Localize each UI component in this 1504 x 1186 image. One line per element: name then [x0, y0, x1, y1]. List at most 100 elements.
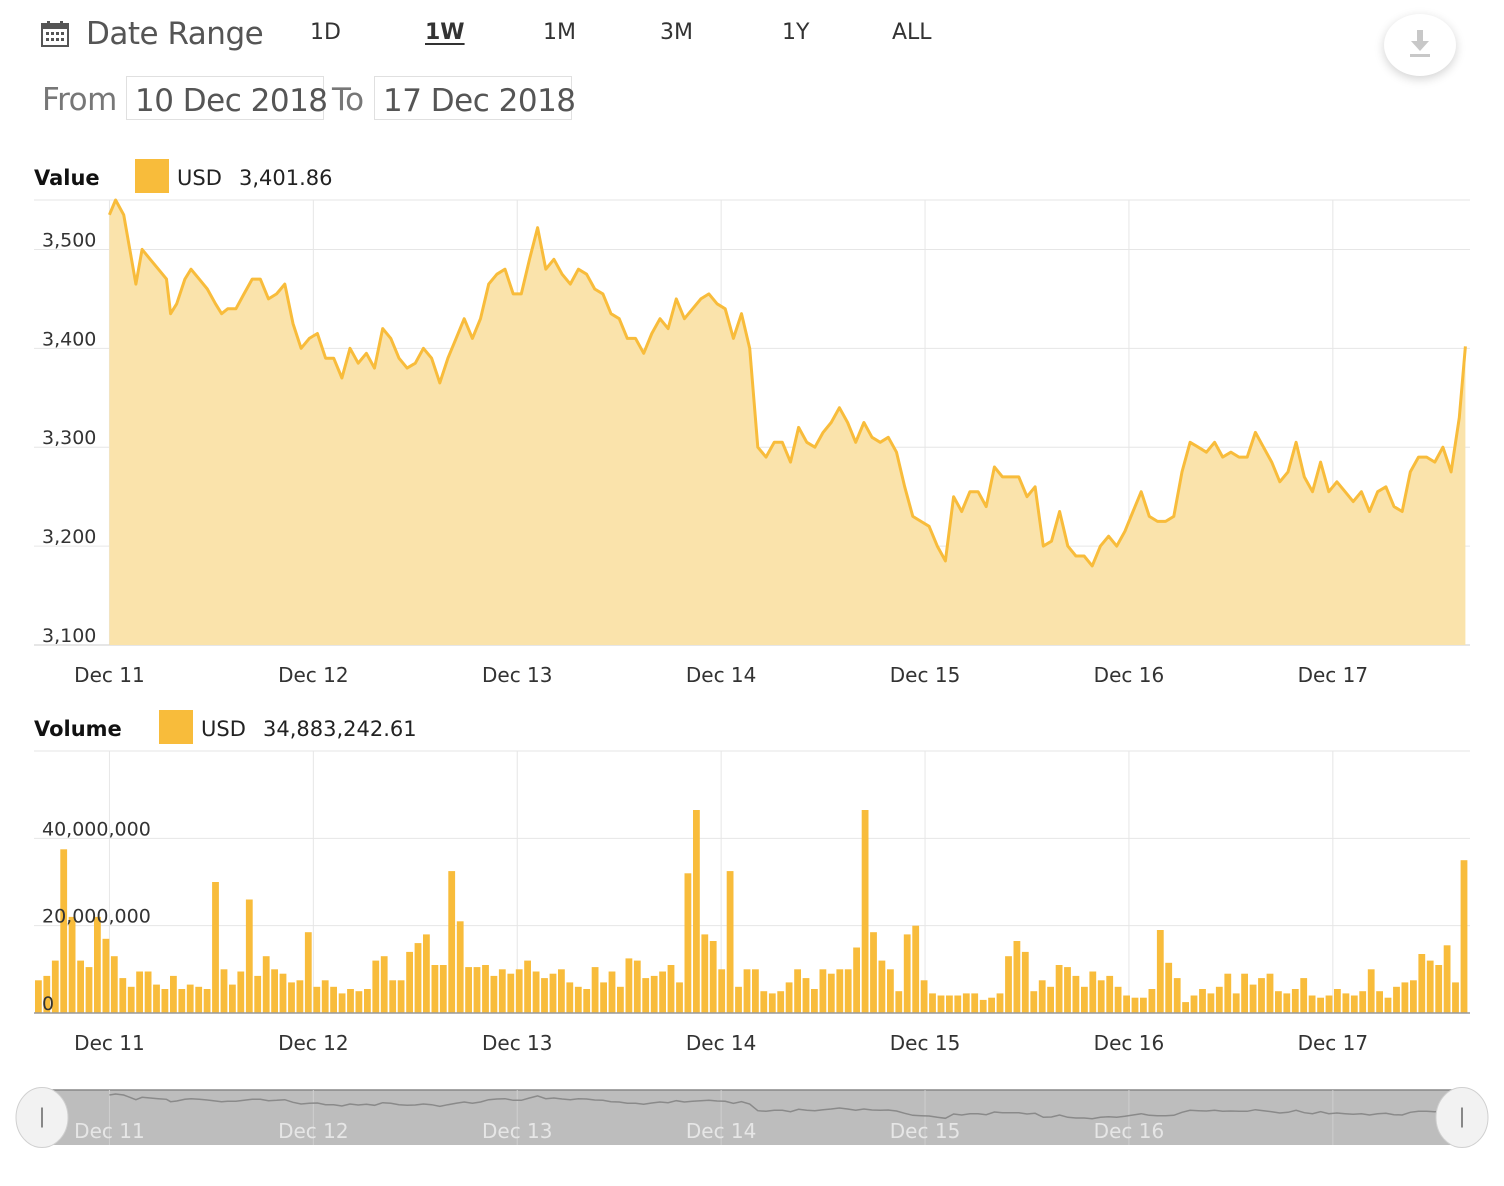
volume-bar: [43, 975, 51, 1013]
volume-bar: [574, 986, 582, 1013]
navigator-label: Dec 12: [278, 1119, 349, 1143]
volume-bar: [482, 965, 489, 1013]
volume-bar: [262, 956, 270, 1013]
volume-bar: [600, 982, 607, 1013]
volume-bar: [110, 956, 118, 1013]
volume-bar: [920, 980, 928, 1014]
volume-bar: [566, 982, 574, 1013]
volume-bar: [811, 989, 818, 1013]
volume-bar: [94, 916, 101, 1013]
volume-bar: [1005, 956, 1012, 1013]
volume-bar: [1443, 945, 1451, 1013]
download-icon: [1410, 30, 1430, 57]
value-y-tick-label: 3,300: [42, 427, 96, 449]
range-button-1d[interactable]: 1D: [310, 20, 341, 45]
range-button-1m[interactable]: 1M: [543, 20, 576, 45]
volume-bar: [878, 960, 886, 1013]
volume-bar: [1182, 1002, 1189, 1013]
volume-bar: [498, 969, 506, 1013]
volume-y-tick-label: 40,000,000: [42, 818, 151, 840]
volume-bar: [870, 932, 877, 1013]
volume-bar: [633, 960, 641, 1013]
volume-bar: [186, 984, 194, 1013]
to-label: To: [332, 82, 364, 118]
volume-bar: [347, 989, 354, 1013]
volume-bar: [1401, 982, 1409, 1013]
download-button[interactable]: [1384, 14, 1456, 76]
volume-bar: [1435, 965, 1443, 1013]
range-button-1y[interactable]: 1Y: [782, 20, 810, 45]
from-label: From: [42, 82, 117, 118]
volume-bar: [68, 916, 76, 1013]
volume-x-tick-label: Dec 12: [278, 1031, 349, 1055]
volume-bar: [1156, 930, 1164, 1013]
value-x-axis: Dec 11 Dec 12 Dec 13 Dec 14 Dec 15 Dec 16 Dec …: [74, 663, 1368, 687]
volume-bar: [35, 980, 42, 1014]
volume-bar: [962, 993, 970, 1013]
volume-bar: [1131, 997, 1139, 1013]
volume-bar: [709, 941, 717, 1014]
volume-bar: [558, 969, 565, 1013]
volume-bar: [330, 986, 337, 1013]
volume-bar: [1207, 993, 1215, 1013]
volume-bar: [625, 958, 633, 1013]
volume-bar: [448, 871, 456, 1013]
range-toolbar: Date Range 1D 1W 1M 3M 1Y ALL: [40, 14, 1470, 54]
from-date-input[interactable]: 10 Dec 2018: [126, 76, 328, 120]
volume-bar: [1047, 986, 1054, 1013]
volume-bar: [1300, 978, 1308, 1013]
volume-bar: [1334, 989, 1341, 1013]
navigator[interactable]: Dec 11 Dec 12 Dec 13 Dec 14 Dec 15 Dec 16: [15, 1087, 1489, 1148]
navigator-label: Dec 13: [482, 1119, 553, 1143]
volume-bar: [743, 969, 751, 1013]
volume-bar: [524, 960, 531, 1013]
navigator-handle-right[interactable]: [1435, 1087, 1489, 1148]
volume-bar: [1224, 973, 1232, 1013]
volume-bar: [380, 956, 388, 1013]
volume-bar: [102, 938, 110, 1013]
volume-bar: [1317, 997, 1324, 1013]
range-button-all[interactable]: ALL: [892, 20, 932, 45]
volume-bar: [237, 971, 245, 1013]
volume-bar: [1148, 989, 1156, 1013]
volume-bar: [929, 993, 936, 1013]
volume-bar: [507, 973, 515, 1013]
volume-bar: [827, 973, 835, 1013]
value-x-tick-label: Dec 11: [74, 663, 145, 687]
volume-bar: [1106, 975, 1114, 1013]
volume-bar: [684, 873, 692, 1013]
volume-bar: [1081, 986, 1088, 1013]
volume-bar: [220, 969, 228, 1013]
volume-bar: [1367, 969, 1375, 1013]
range-button-1w[interactable]: 1W: [425, 20, 465, 45]
volume-bar: [456, 921, 464, 1013]
volume-bar: [229, 984, 236, 1013]
volume-bar: [1072, 975, 1080, 1013]
to-date-input[interactable]: 17 Dec 2018: [374, 76, 576, 120]
navigator-mask: [42, 1090, 1462, 1145]
volume-bar: [768, 993, 776, 1013]
navigator-label: Dec 15: [890, 1119, 961, 1143]
navigator-handle-left[interactable]: [15, 1087, 69, 1148]
value-y-tick-label: 3,200: [42, 526, 96, 548]
volume-bar: [1064, 967, 1071, 1013]
volume-bar: [1249, 984, 1257, 1013]
volume-bar: [288, 982, 295, 1013]
volume-bar: [954, 995, 962, 1013]
value-x-tick-label: Dec 17: [1298, 663, 1369, 687]
volume-bar: [760, 991, 768, 1013]
volume-bar: [1376, 991, 1383, 1013]
volume-bar: [1308, 995, 1316, 1013]
navigator-label: Dec 14: [686, 1119, 757, 1143]
value-x-tick-label: Dec 16: [1094, 663, 1165, 687]
volume-bar: [979, 999, 987, 1013]
value-area: [109, 200, 1466, 645]
volume-x-axis: Dec 11 Dec 12 Dec 13 Dec 14 Dec 15 Dec 16 Dec …: [74, 1031, 1368, 1055]
value-y-tick-label: 3,100: [42, 625, 96, 647]
calendar-icon[interactable]: [40, 20, 70, 48]
volume-y-axis: 0 20,000,000 40,000,000: [42, 818, 151, 1015]
value-x-tick-label: Dec 13: [482, 663, 553, 687]
volume-x-tick-label: Dec 11: [74, 1031, 145, 1055]
range-button-3m[interactable]: 3M: [660, 20, 693, 45]
volume-bar: [591, 967, 599, 1013]
